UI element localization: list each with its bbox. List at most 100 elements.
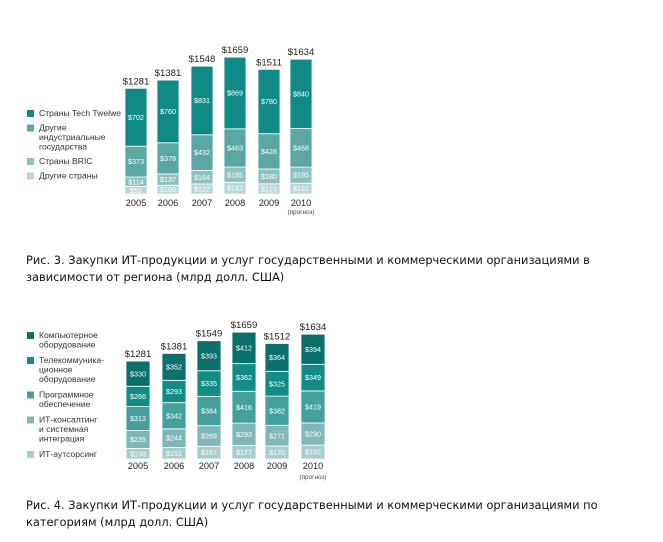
fig4-value-label-2010-seg-0: $394 [305, 345, 321, 354]
fig3-value-label-2010-seg-1: $468 [293, 143, 309, 152]
fig4-value-label-2009-seg-1: $325 [269, 379, 285, 388]
fig3-year-label-2007: 2007 [192, 198, 212, 208]
fig4-value-label-2010-seg-3: $290 [305, 430, 321, 439]
fig4-year-label-2006: 2006 [164, 461, 184, 471]
fig3-value-label-2009-seg-2: $180 [261, 172, 277, 181]
fig4-value-label-2010-seg-2: $419 [305, 403, 321, 412]
fig3-value-label-2010-seg-3: $131 [293, 184, 309, 193]
fig3-legend-label-1: индустриальные [39, 132, 106, 142]
fig4-value-label-2007-seg-4: $167 [201, 448, 217, 457]
fig4-legend-label-3: интеграция [39, 434, 85, 444]
fig4-value-label-2005-seg-3: $235 [130, 435, 146, 444]
fig4-value-label-2009-seg-3: $271 [269, 431, 285, 440]
fig4-legend-swatch-0 [27, 332, 34, 339]
fig3-legend-swatch-1 [27, 124, 34, 132]
fig3-value-label-2007-seg-2: $164 [194, 173, 210, 182]
caption-fig3: Рис. 3. Закупки ИТ-продукции и услуг гос… [26, 253, 590, 284]
fig4-bar-2010-seg-0 [300, 333, 326, 365]
fig3-value-label-2008-seg-2: $185 [227, 170, 243, 179]
fig3-value-label-2008-seg-1: $463 [227, 144, 243, 153]
fig3-total-label-2009: $1511 [256, 57, 282, 68]
fig4-value-label-2009-seg-0: $364 [269, 353, 285, 362]
fig4-year-label-2005: 2005 [128, 461, 148, 471]
fig3-bar-2007-seg-0 [190, 65, 214, 136]
fig4-value-label-2009-seg-4: $170 [269, 448, 285, 457]
fig3-total-label-2005: $1281 [123, 76, 150, 87]
fig3-year-label-2006: 2006 [158, 198, 178, 208]
fig4-bar-2007-seg-2 [196, 395, 222, 427]
fig3-value-label-2009-seg-3: $123 [261, 185, 277, 194]
fig3-legend-swatch-0 [27, 110, 34, 117]
fig3-legend-label-1: Другие [39, 123, 67, 133]
fig4-value-label-2006-seg-2: $342 [166, 411, 182, 420]
fig3-year-label-2009: 2009 [259, 198, 279, 208]
fig4-value-label-2005-seg-2: $313 [130, 414, 146, 423]
fig4-value-label-2006-seg-4: $151 [166, 449, 182, 458]
fig4-value-label-2009-seg-2: $382 [269, 406, 285, 415]
fig3-value-label-2005-seg-3: $92 [130, 186, 142, 195]
fig4-value-label-2007-seg-3: $269 [201, 432, 217, 441]
fig3-year-note-2010: (прогноз) [287, 209, 314, 216]
fig4-total-label-2009: $1512 [264, 331, 291, 342]
fig4-value-label-2008-seg-3: $293 [236, 430, 252, 439]
fig4-year-label-2007: 2007 [199, 461, 219, 471]
fig3-value-label-2007-seg-1: $432 [194, 148, 210, 157]
fig3-value-label-2008-seg-0: $869 [227, 89, 243, 98]
fig3-value-label-2006-seg-3: $106 [160, 185, 176, 194]
fig3-value-label-2008-seg-3: $142 [227, 184, 243, 193]
fig3-value-label-2007-seg-3: $122 [194, 185, 210, 194]
fig3-legend-label-2: Страны BRIC [39, 156, 93, 166]
fig4-bar-2006-seg-0 [161, 353, 187, 381]
fig3-value-label-2007-seg-0: $831 [194, 96, 210, 105]
fig3-bar-2005-seg-0 [124, 87, 148, 147]
fig4-bar-2007-seg-1 [196, 370, 222, 397]
fig4-total-label-2007: $1549 [196, 329, 223, 340]
fig4-value-label-2005-seg-4: $138 [130, 449, 146, 458]
fig3-bar-2009-seg-0 [257, 68, 281, 135]
fig4-value-label-2006-seg-3: $244 [166, 434, 182, 443]
fig3-year-label-2010: 2010 [291, 198, 311, 208]
fig4-legend-label-0: Компьютерное [39, 330, 98, 340]
fig3-value-label-2009-seg-0: $780 [261, 97, 277, 106]
fig3-value-label-2009-seg-1: $428 [261, 147, 277, 156]
fig4-bar-2008-seg-1 [231, 363, 257, 392]
fig3-value-label-2005-seg-0: $702 [128, 113, 144, 122]
fig4-value-label-2006-seg-0: $352 [166, 362, 182, 371]
fig3-total-label-2010: $1634 [288, 47, 315, 58]
caption-fig4: Рис. 4. Закупки ИТ-продукции и услуг гос… [26, 498, 598, 529]
fig4-value-label-2010-seg-1: $349 [305, 373, 321, 382]
fig3-value-label-2010-seg-0: $840 [293, 89, 309, 98]
fig4-bar-2006-seg-2 [161, 402, 187, 430]
fig3-total-label-2006: $1381 [155, 68, 182, 79]
fig4-year-note-2010: (прогноз) [299, 474, 326, 481]
fig3-legend-label-3: Другие страны [39, 171, 98, 181]
fig3-value-label-2005-seg-1: $373 [128, 157, 144, 166]
fig4-legend-label-2: обеспечение [39, 399, 91, 409]
fig4-value-label-2007-seg-2: $384 [201, 407, 217, 416]
fig4-bar-2010-seg-1 [300, 363, 326, 392]
fig4-legend-swatch-4 [27, 451, 34, 458]
fig3-bar-2008-seg-0 [223, 56, 247, 130]
fig4-bar-2007-seg-0 [196, 340, 222, 372]
fig3-value-label-2006-seg-2: $137 [160, 175, 176, 184]
fig4-legend-swatch-3 [27, 416, 34, 424]
fig3-value-label-2010-seg-2: $195 [293, 171, 309, 180]
fig4-value-label-2007-seg-0: $393 [201, 351, 217, 360]
fig3-total-label-2007: $1548 [189, 54, 216, 65]
fig4-value-label-2007-seg-1: $335 [201, 379, 217, 388]
fig4-value-label-2008-seg-1: $362 [236, 373, 252, 382]
fig3-year-label-2005: 2005 [126, 198, 146, 208]
fig4-value-label-2010-seg-4: $182 [305, 448, 321, 457]
fig4-bar-2008-seg-0 [231, 331, 257, 365]
fig4-legend-label-2: Программное [39, 390, 94, 400]
fig4-value-label-2008-seg-2: $416 [236, 403, 252, 412]
fig4-year-label-2009: 2009 [267, 461, 287, 471]
fig4-legend-label-3: ИТ-консалтинг [39, 415, 97, 425]
fig3-legend-swatch-3 [27, 172, 34, 180]
fig4-value-label-2005-seg-0: $330 [130, 369, 146, 378]
fig3-value-label-2006-seg-1: $378 [160, 154, 176, 163]
fig4-legend-label-3: и системная [39, 424, 89, 434]
fig4-total-label-2008: $1659 [231, 320, 258, 331]
fig4-legend-label-1: Телекоммуника- [39, 355, 104, 365]
fig4-bar-2008-seg-2 [231, 390, 257, 424]
